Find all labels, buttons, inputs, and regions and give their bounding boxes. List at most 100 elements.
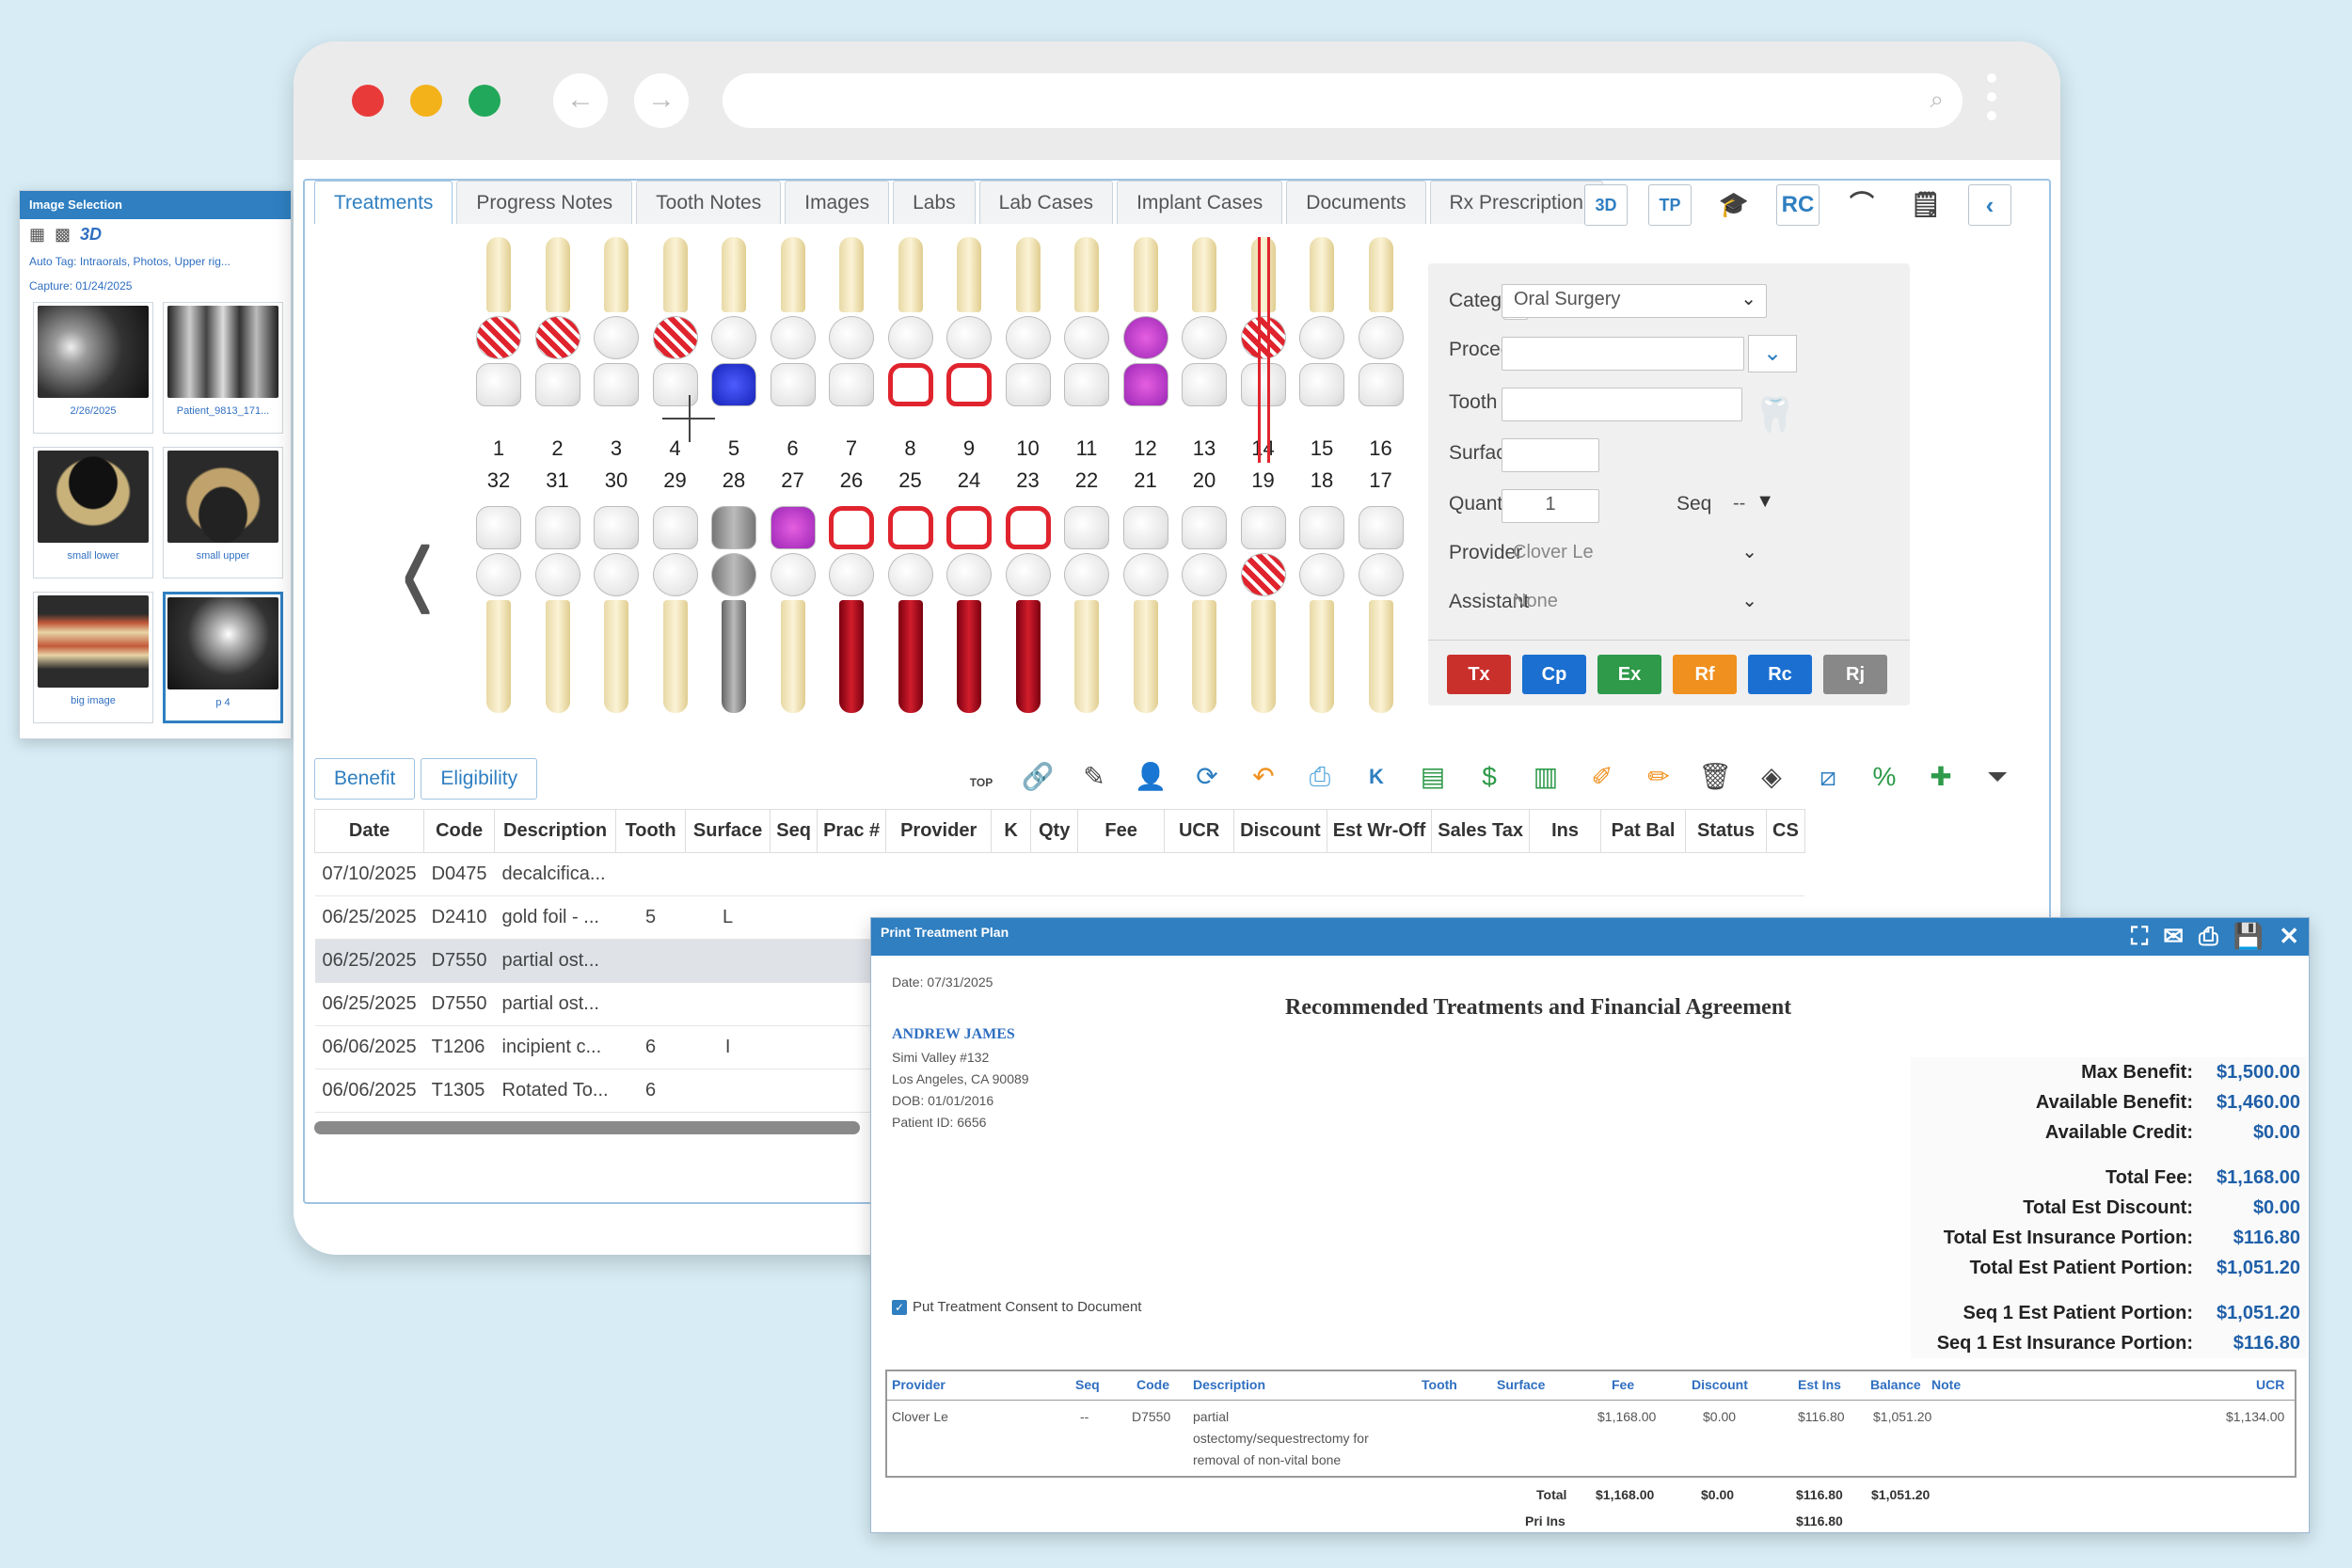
renumber-icon[interactable]: ✎ xyxy=(1083,762,1105,791)
column-header-surface[interactable]: Surface xyxy=(685,809,771,853)
tooth-crown[interactable] xyxy=(476,506,521,549)
lower-tooth[interactable] xyxy=(649,502,702,713)
fee-icon[interactable]: $ xyxy=(1482,762,1497,791)
tooth-occlusal[interactable] xyxy=(1182,553,1227,596)
tooth-crown[interactable] xyxy=(1299,363,1344,406)
tooth-crown[interactable] xyxy=(1240,363,1286,406)
lower-tooth[interactable] xyxy=(1060,502,1113,713)
pencil-icon[interactable]: ✏ xyxy=(1647,762,1670,791)
procedure-dropdown-button[interactable]: ⌄ xyxy=(1748,335,1797,372)
tooth-crown[interactable] xyxy=(1182,363,1227,406)
edit-note-icon[interactable]: ✐ xyxy=(1591,762,1613,791)
tooth-occlusal[interactable] xyxy=(1358,553,1404,596)
tooth-crown[interactable] xyxy=(594,506,639,549)
tooth-occlusal[interactable] xyxy=(652,553,698,596)
filter-icon[interactable]: ⏷ xyxy=(1986,762,2009,791)
fit-screen-icon[interactable]: ⛶ xyxy=(2131,922,2149,950)
tooth-occlusal[interactable] xyxy=(534,316,580,359)
quantity-input[interactable]: 1 xyxy=(1502,489,1599,523)
ledger-icon[interactable]: 🗒 xyxy=(1904,184,1947,226)
column-header-description[interactable]: Description xyxy=(494,809,617,853)
upper-tooth[interactable] xyxy=(532,237,584,410)
tooth-occlusal[interactable] xyxy=(594,553,639,596)
tooth-crown[interactable] xyxy=(1122,506,1168,549)
close-icon[interactable]: ✕ xyxy=(2279,922,2299,950)
tooth-occlusal[interactable] xyxy=(829,553,874,596)
lower-tooth[interactable] xyxy=(532,502,584,713)
upper-tooth[interactable] xyxy=(767,237,819,410)
quantity-refresh-icon[interactable]: ⟳ xyxy=(1196,762,1218,791)
upper-tooth[interactable] xyxy=(707,237,760,410)
tooth-occlusal[interactable] xyxy=(946,316,992,359)
tooth-occlusal[interactable] xyxy=(1182,316,1227,359)
tooth-occlusal[interactable] xyxy=(1005,553,1051,596)
tooth-occlusal[interactable] xyxy=(1358,316,1404,359)
upper-tooth[interactable] xyxy=(1295,237,1348,410)
column-header-fee[interactable]: Fee xyxy=(1077,809,1166,853)
maximize-window-button[interactable] xyxy=(469,85,501,117)
tooth-occlusal[interactable] xyxy=(1122,553,1168,596)
tooth-crown[interactable] xyxy=(711,363,756,406)
lower-tooth[interactable] xyxy=(1295,502,1348,713)
tooth-crown[interactable] xyxy=(652,363,698,406)
print-icon[interactable]: ⎙ xyxy=(2199,922,2218,950)
edit-date-icon[interactable]: ▥ xyxy=(1533,762,1559,791)
address-bar[interactable]: ⌕ xyxy=(723,73,1963,128)
column-header-cs[interactable]: CS xyxy=(1766,809,1805,853)
lower-tooth[interactable] xyxy=(767,502,819,713)
tooth-occlusal[interactable] xyxy=(887,316,933,359)
back-arrow-icon[interactable]: ← xyxy=(553,73,608,128)
upper-tooth[interactable] xyxy=(1355,237,1407,410)
collapse-panel-icon[interactable]: ‹ xyxy=(1968,184,2011,226)
tab-images[interactable]: Images xyxy=(785,181,890,224)
tooth-crown[interactable] xyxy=(1005,506,1051,549)
image-thumbnail[interactable]: Patient_9813_171... xyxy=(163,302,283,434)
rc-icon[interactable]: RC xyxy=(1776,184,1820,226)
lower-tooth[interactable] xyxy=(1178,502,1231,713)
tooth-occlusal[interactable] xyxy=(476,553,521,596)
tooth-occlusal[interactable] xyxy=(887,553,933,596)
tooth-input[interactable] xyxy=(1502,388,1742,421)
tooth-crown[interactable] xyxy=(1005,363,1051,406)
grid-view-icon[interactable]: ▩ xyxy=(55,224,72,244)
tab-documents[interactable]: Documents xyxy=(1286,181,1426,224)
rc-button[interactable]: Rc xyxy=(1748,655,1812,694)
tooth-crown[interactable] xyxy=(476,363,521,406)
procedure-input[interactable] xyxy=(1502,337,1744,371)
tooth-crown[interactable] xyxy=(534,506,580,549)
tooth-crown[interactable] xyxy=(1122,363,1168,406)
upper-tooth[interactable] xyxy=(1120,237,1172,410)
upper-tooth[interactable] xyxy=(590,237,643,410)
tooth-occlusal[interactable] xyxy=(711,316,756,359)
lower-tooth[interactable] xyxy=(707,502,760,713)
lower-tooth[interactable] xyxy=(472,502,525,713)
column-header-provider[interactable]: Provider xyxy=(885,809,993,853)
k-icon[interactable]: K xyxy=(1369,765,1384,788)
lower-tooth[interactable] xyxy=(884,502,937,713)
column-header-status[interactable]: Status xyxy=(1685,809,1768,853)
lower-tooth[interactable] xyxy=(1002,502,1055,713)
tooth-crown[interactable] xyxy=(770,506,816,549)
browser-menu-icon[interactable] xyxy=(1987,73,1998,130)
upper-tooth[interactable] xyxy=(1178,237,1231,410)
image-thumbnail-selected[interactable]: p 4 xyxy=(163,592,283,723)
trash-icon[interactable]: 🗑 xyxy=(1698,762,1732,791)
image-thumbnail[interactable]: big image xyxy=(33,592,153,723)
column-header-sales-tax[interactable]: Sales Tax xyxy=(1431,809,1531,853)
tooth-crown[interactable] xyxy=(534,363,580,406)
tooth-occlusal[interactable] xyxy=(1240,553,1286,596)
tooth-occlusal[interactable] xyxy=(476,316,521,359)
tx-button[interactable]: Tx xyxy=(1447,655,1511,694)
tab-progress-notes[interactable]: Progress Notes xyxy=(456,181,633,224)
lower-tooth[interactable] xyxy=(1237,502,1290,713)
cp-button[interactable]: Cp xyxy=(1522,655,1586,694)
checkbox-checked-icon[interactable]: ✓ xyxy=(892,1299,907,1315)
tooth-crown[interactable] xyxy=(594,363,639,406)
rf-button[interactable]: Rf xyxy=(1673,655,1737,694)
consent-checkbox-row[interactable]: ✓ Put Treatment Consent to Document xyxy=(892,1299,1141,1315)
tooth-occlusal[interactable] xyxy=(829,316,874,359)
education-cap-icon[interactable]: 🎓 xyxy=(1712,184,1756,226)
tooth-crown[interactable] xyxy=(1064,506,1109,549)
lower-tooth[interactable] xyxy=(1120,502,1172,713)
tooth-occlusal[interactable] xyxy=(1299,553,1344,596)
